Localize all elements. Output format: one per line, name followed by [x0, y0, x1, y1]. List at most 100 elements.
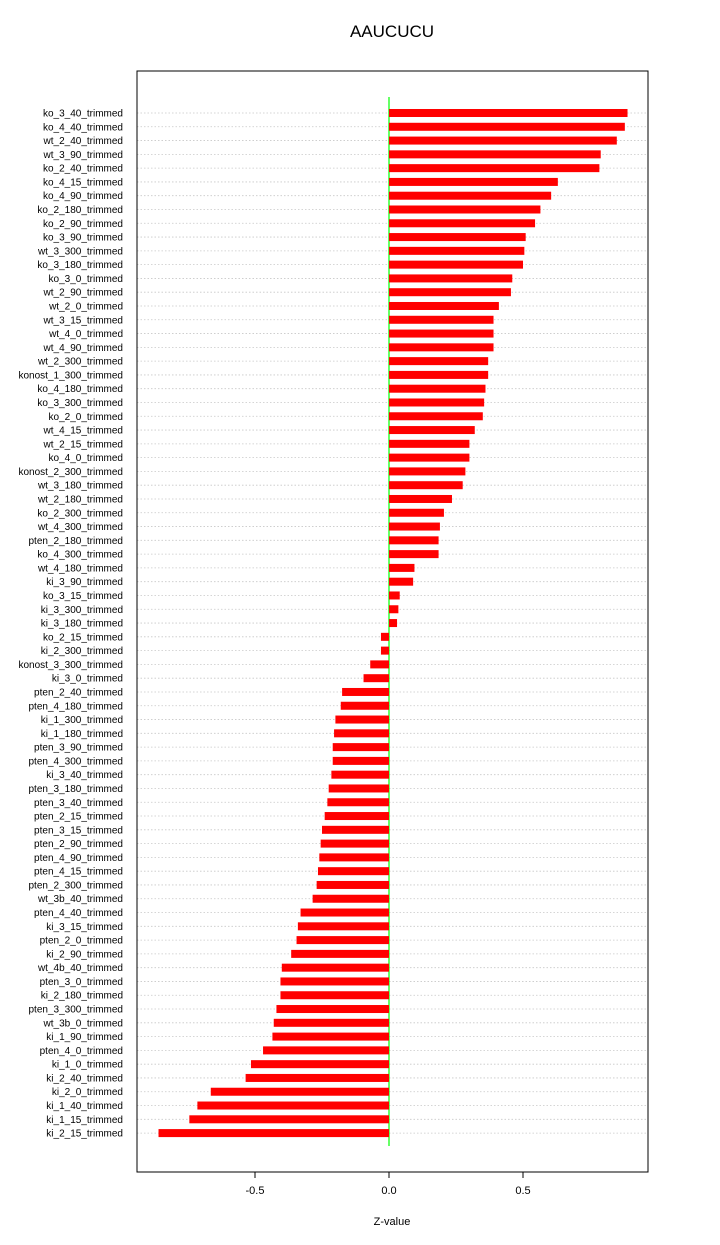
- x-axis-ticks: -0.5 0.0 0.5: [246, 1172, 531, 1197]
- category-label: konost_2_300_trimmed: [18, 467, 123, 478]
- category-label: ki_2_300_trimmed: [41, 646, 123, 657]
- category-label: pten_2_15_trimmed: [34, 812, 123, 823]
- bar-wt_4_300_trimmed: [389, 522, 440, 531]
- category-label: pten_4_180_trimmed: [28, 701, 123, 712]
- bar-pten_2_300_trimmed: [316, 880, 389, 889]
- bar-ko_4_300_trimmed: [389, 550, 439, 559]
- category-label: wt_3_300_trimmed: [37, 246, 123, 257]
- bar-ko_3_0_trimmed: [389, 274, 513, 283]
- category-label: wt_4_180_trimmed: [37, 563, 123, 574]
- category-label: pten_2_90_trimmed: [34, 839, 123, 850]
- bar-pten_4_300_trimmed: [332, 756, 389, 765]
- bar-ko_4_90_trimmed: [389, 191, 552, 200]
- category-label: wt_2_0_trimmed: [48, 301, 123, 312]
- x-tick-label: -0.5: [246, 1185, 265, 1197]
- category-label: ko_4_0_trimmed: [49, 453, 123, 464]
- bar-pten_3_180_trimmed: [328, 784, 389, 793]
- category-label: konost_3_300_trimmed: [18, 660, 123, 671]
- category-labels: ko_3_40_trimmed ko_4_40_trimmed wt_2_40_tr…: [18, 109, 123, 1140]
- category-label: pten_3_90_trimmed: [34, 743, 123, 754]
- bar-ko_2_90_trimmed: [389, 219, 536, 228]
- category-label: wt_2_15_trimmed: [43, 439, 123, 450]
- category-label: ko_2_90_trimmed: [43, 219, 123, 230]
- bar-ko_3_300_trimmed: [389, 398, 485, 407]
- bar-ki_3_0_trimmed: [363, 674, 389, 683]
- category-label: ki_2_15_trimmed: [46, 1129, 123, 1140]
- bar-wt_2_300_trimmed: [389, 357, 489, 366]
- bar-ko_3_40_trimmed: [389, 109, 628, 117]
- bar-wt_3_15_trimmed: [389, 315, 494, 324]
- category-label: wt_4b_40_trimmed: [37, 963, 123, 974]
- bar-pten_4_180_trimmed: [340, 701, 389, 710]
- x-tick-label: 0.5: [515, 1185, 530, 1197]
- x-tick-label: 0.0: [381, 1185, 396, 1197]
- bar-ki_1_90_trimmed: [272, 1032, 389, 1041]
- category-label: wt_4_300_trimmed: [37, 522, 123, 533]
- bar-pten_4_40_trimmed: [300, 908, 389, 917]
- bar-ki_3_180_trimmed: [389, 619, 398, 628]
- bar-pten_3_90_trimmed: [332, 743, 389, 752]
- category-label: ko_4_40_trimmed: [43, 122, 123, 133]
- category-label: ki_2_0_trimmed: [52, 1087, 123, 1098]
- chart-title: AAUCUCU: [349, 22, 435, 41]
- bar-wt_2_90_trimmed: [389, 288, 511, 297]
- category-label: ko_3_40_trimmed: [43, 109, 123, 120]
- bar-konost_3_300_trimmed: [370, 660, 389, 669]
- bar-pten_3_15_trimmed: [322, 825, 389, 834]
- bar-ki_3_300_trimmed: [389, 605, 399, 614]
- category-label: ko_4_300_trimmed: [37, 550, 123, 561]
- bar-ki_2_90_trimmed: [291, 949, 389, 958]
- bar-pten_4_90_trimmed: [319, 853, 389, 862]
- bar-wt_4_0_trimmed: [389, 329, 494, 338]
- category-label: ko_3_180_trimmed: [37, 260, 123, 271]
- bar-ki_1_300_trimmed: [335, 715, 389, 724]
- bar-ki_3_40_trimmed: [331, 770, 389, 779]
- bar-ko_2_0_trimmed: [389, 412, 483, 421]
- category-label: pten_2_300_trimmed: [28, 880, 123, 891]
- category-label: wt_4_15_trimmed: [43, 426, 123, 437]
- category-label: ko_3_15_trimmed: [43, 591, 123, 602]
- bar-ki_1_40_trimmed: [197, 1101, 389, 1110]
- bar-wt_3_300_trimmed: [389, 246, 525, 255]
- category-label: ko_3_300_trimmed: [37, 398, 123, 409]
- bar-wt_4_90_trimmed: [389, 343, 494, 352]
- category-label: wt_3b_0_trimmed: [43, 1018, 123, 1029]
- category-label: pten_3_0_trimmed: [40, 977, 123, 988]
- bar-pten_4_15_trimmed: [317, 867, 389, 876]
- category-label: ki_3_90_trimmed: [46, 577, 123, 588]
- category-label: ko_3_0_trimmed: [49, 274, 123, 285]
- category-label: ko_4_90_trimmed: [43, 191, 123, 202]
- category-label: ki_3_180_trimmed: [41, 619, 123, 630]
- category-label: ki_3_40_trimmed: [46, 770, 123, 781]
- bar-wt_2_15_trimmed: [389, 439, 470, 448]
- category-label: wt_2_90_trimmed: [43, 288, 123, 299]
- category-label: pten_2_40_trimmed: [34, 687, 123, 698]
- bar-wt_4_180_trimmed: [389, 563, 415, 572]
- category-label: pten_3_40_trimmed: [34, 798, 123, 809]
- bar-ki_1_15_trimmed: [189, 1115, 389, 1124]
- bar-ki_1_0_trimmed: [250, 1060, 389, 1069]
- category-label: ki_3_15_trimmed: [46, 922, 123, 933]
- category-label: ko_4_180_trimmed: [37, 384, 123, 395]
- category-label: wt_3_90_trimmed: [43, 150, 123, 161]
- category-label: ki_1_15_trimmed: [46, 1115, 123, 1126]
- category-label: pten_2_180_trimmed: [28, 536, 123, 547]
- category-label: ki_3_300_trimmed: [41, 605, 123, 616]
- bar-ki_2_180_trimmed: [280, 991, 389, 1000]
- bar-ko_3_180_trimmed: [389, 260, 523, 269]
- bar-pten_2_90_trimmed: [320, 839, 389, 848]
- bar-wt_3b_40_trimmed: [312, 894, 389, 903]
- bar-wt_2_180_trimmed: [389, 494, 452, 503]
- category-label: pten_4_0_trimmed: [40, 1046, 123, 1057]
- category-label: ko_2_40_trimmed: [43, 164, 123, 175]
- category-label: ki_2_180_trimmed: [41, 991, 123, 1002]
- category-label: ko_4_15_trimmed: [43, 177, 123, 188]
- category-label: konost_1_300_trimmed: [18, 370, 123, 381]
- bar-pten_4_0_trimmed: [263, 1046, 389, 1055]
- category-label: ko_3_90_trimmed: [43, 233, 123, 244]
- bar-ko_2_180_trimmed: [389, 205, 541, 214]
- plot-frame: [136, 70, 649, 1173]
- bar-pten_3_300_trimmed: [276, 1005, 389, 1014]
- bar-pten_2_180_trimmed: [389, 536, 439, 545]
